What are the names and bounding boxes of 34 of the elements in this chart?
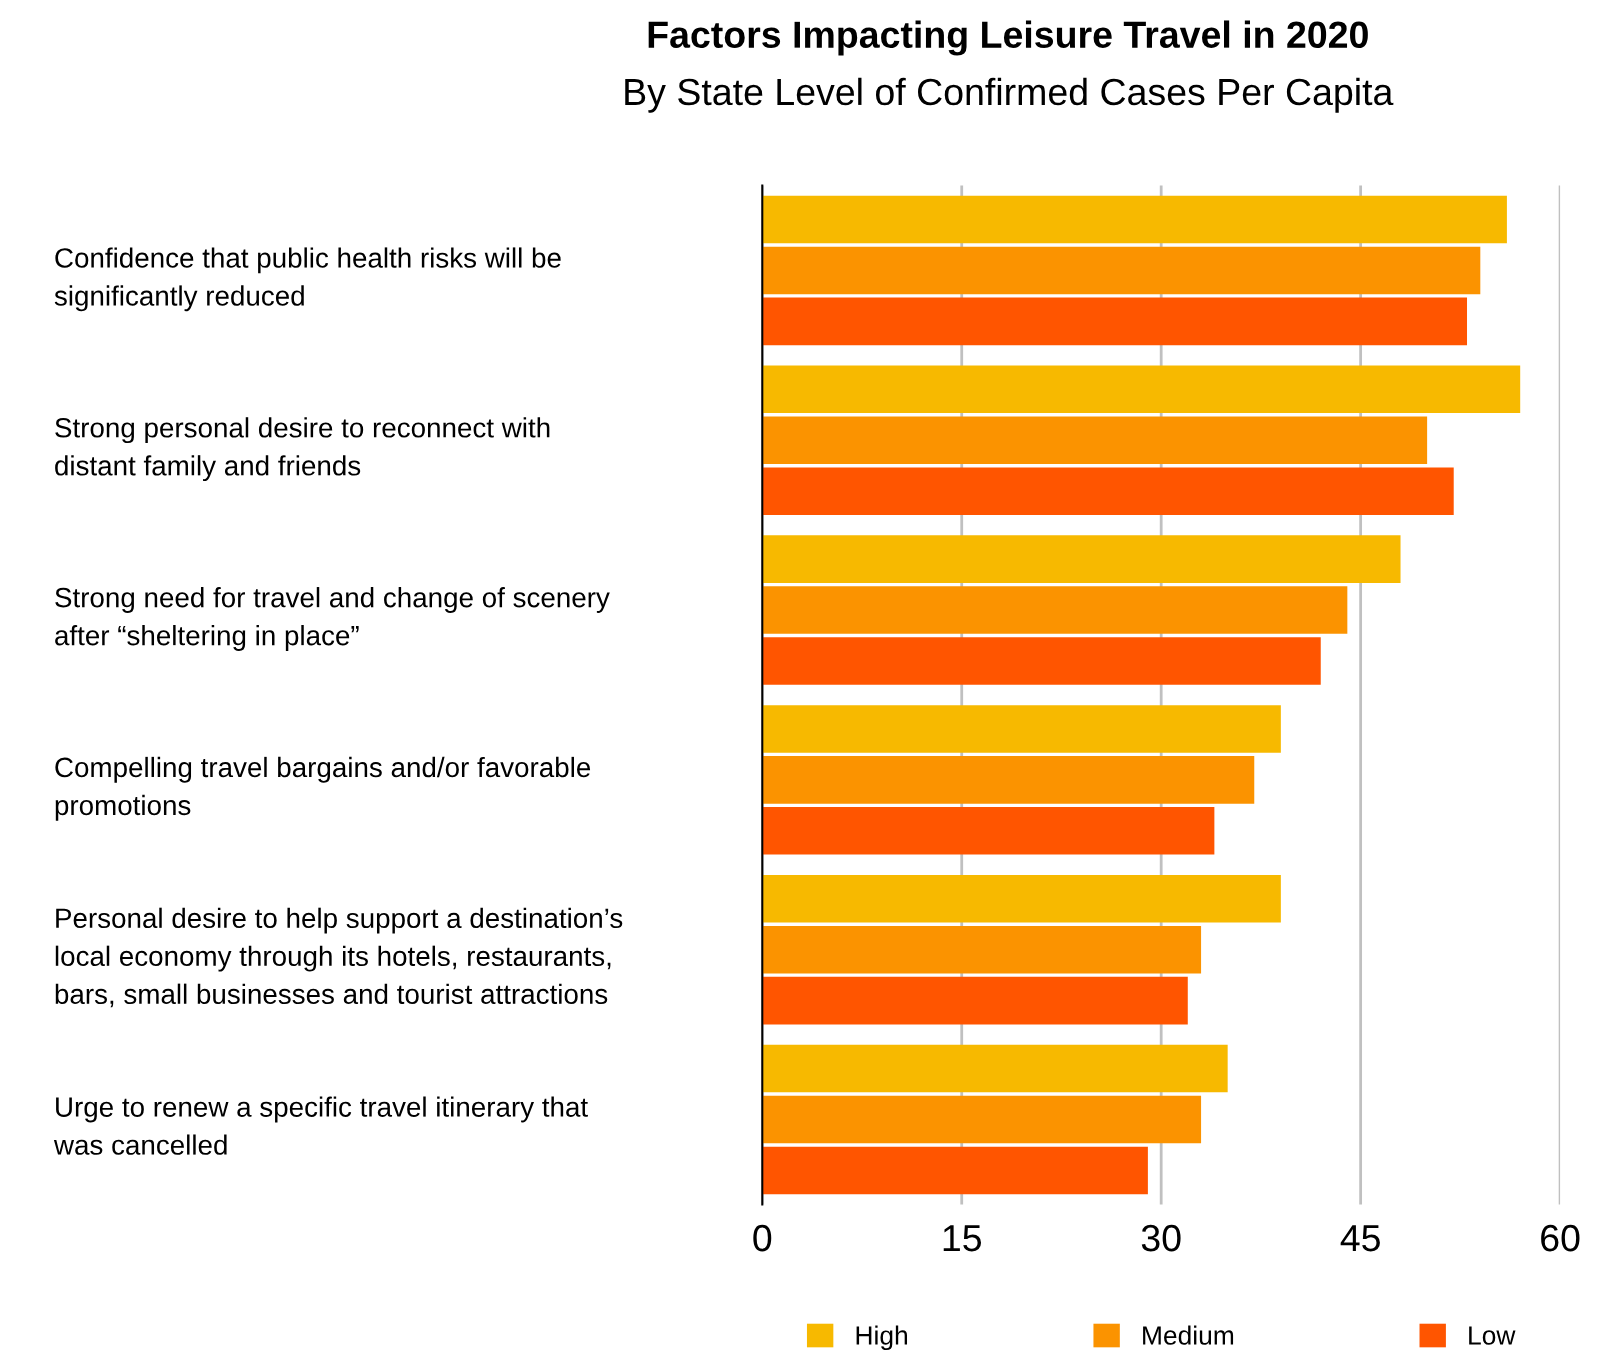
x-tick-label: 15 [943,1225,982,1252]
bar [762,246,1481,295]
legend-label: Low [1469,1326,1516,1345]
bar [762,297,1468,346]
bar [762,637,1321,685]
legend-label: High [856,1325,908,1351]
bar [762,756,1255,804]
bar [762,416,1428,465]
y-tick-label: Personal desire to help support a destination’s local economy through its hotels, restaurants, bars, small businesses and tourist attractions [55,907,623,1008]
legend-label: Medium [1143,1325,1234,1345]
x-tick-label: 45 [1340,1225,1380,1252]
y-tick-label: Strong personal desire to reconnect with distant family and friends [55,417,550,482]
chart-subtitle: By State Level of Confirmed Cases Per Capita [625,77,1394,113]
y-tick-label: Urge to renew a specific travel itinerary that was cancelled [53,1096,588,1155]
y-tick-label: Strong need for travel and change of scenery after “sheltering in place” [55,587,610,651]
bar [762,365,1521,414]
y-tick-label: Confidence that public health risks will be significantly reduced [54,247,561,312]
bar [762,586,1348,634]
bar [762,1095,1202,1144]
bar [762,705,1281,753]
bar [762,467,1454,515]
x-tick-label: 60 [1541,1224,1580,1252]
chart-title: Factors Impacting Leisure Travel in 2020 [648,20,1368,56]
x-tick-label: 30 [1141,1224,1181,1252]
bar [762,1146,1148,1195]
bar [762,1044,1228,1093]
bar [762,976,1188,1025]
bar [762,195,1507,244]
bar [762,874,1281,923]
x-tick-label: 0 [753,1224,772,1252]
bar [762,925,1202,974]
bar [762,807,1215,855]
y-tick-label: Compelling travel bargains and/or favorable promotions [55,756,591,821]
bar [762,535,1401,583]
